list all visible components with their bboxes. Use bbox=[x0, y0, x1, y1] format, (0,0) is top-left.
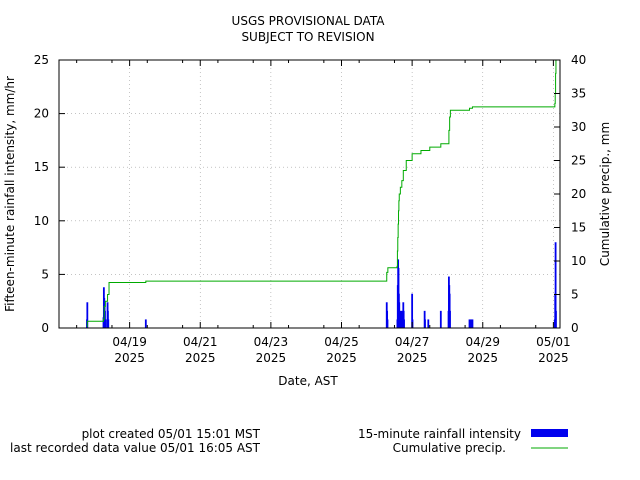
intensity-bar bbox=[555, 310, 557, 328]
intensity-bar bbox=[449, 310, 451, 328]
chart-subtitle: SUBJECT TO REVISION bbox=[241, 30, 374, 44]
x-tick-year: 2025 bbox=[538, 351, 569, 365]
y-tick-label: 20 bbox=[34, 107, 49, 121]
x-tick-label: 05/01 bbox=[536, 335, 571, 349]
x-tick-label: 04/29 bbox=[465, 335, 500, 349]
cumulative-precip-line bbox=[86, 59, 560, 328]
intensity-bar bbox=[104, 319, 107, 328]
legend: 15-minute rainfall intensity Cumulative … bbox=[358, 427, 568, 455]
legend-label-cumulative: Cumulative precip. bbox=[393, 441, 506, 455]
x-tick-year: 2025 bbox=[185, 351, 216, 365]
legend-swatch-intensity bbox=[531, 429, 568, 437]
y2-axis-label: Cumulative precip., mm bbox=[598, 122, 612, 266]
y2-tick-label: 20 bbox=[571, 187, 586, 201]
x-tick-label: 04/27 bbox=[395, 335, 430, 349]
intensity-bar bbox=[399, 319, 402, 328]
x-tick-year: 2025 bbox=[467, 351, 498, 365]
intensity-bar bbox=[411, 293, 414, 328]
intensity-bar bbox=[403, 319, 405, 328]
y-tick-label: 15 bbox=[34, 160, 49, 174]
x-tick-label: 04/25 bbox=[324, 335, 359, 349]
last-value-note: last recorded data value 05/01 16:05 AST bbox=[10, 441, 261, 455]
plot-created-note: plot created 05/01 15:01 MST bbox=[82, 427, 261, 441]
x-tick-label: 04/19 bbox=[112, 335, 147, 349]
y-tick-label: 0 bbox=[41, 321, 49, 335]
intensity-bar bbox=[554, 242, 557, 328]
y2-tick-label: 30 bbox=[571, 120, 586, 134]
intensity-bar bbox=[144, 319, 147, 328]
grid-lines bbox=[59, 60, 560, 328]
intensity-bar bbox=[427, 319, 430, 328]
intensity-bar bbox=[401, 319, 404, 328]
y2-tick-label: 35 bbox=[571, 87, 586, 101]
y2-tick-label: 0 bbox=[571, 321, 579, 335]
intensity-bar bbox=[107, 319, 110, 328]
intensity-bar bbox=[439, 310, 442, 328]
plot-frame bbox=[58, 59, 561, 329]
y2-tick-label: 5 bbox=[571, 288, 579, 302]
y-axis-label: Fifteen-minute rainfall intensity, mm/hr bbox=[3, 76, 17, 312]
intensity-bar bbox=[470, 319, 472, 328]
intensity-bars bbox=[86, 242, 557, 328]
axis-ticks: 0510152025051015202530354004/19202504/21… bbox=[34, 53, 587, 365]
y2-tick-label: 40 bbox=[571, 53, 586, 67]
legend-label-intensity: 15-minute rainfall intensity bbox=[358, 427, 521, 441]
intensity-bar bbox=[86, 302, 89, 328]
x-tick-year: 2025 bbox=[256, 351, 287, 365]
chart-title: USGS PROVISIONAL DATA bbox=[232, 14, 386, 28]
x-tick-year: 2025 bbox=[326, 351, 357, 365]
x-tick-year: 2025 bbox=[397, 351, 428, 365]
intensity-bar bbox=[424, 319, 426, 328]
x-tick-year: 2025 bbox=[114, 351, 145, 365]
x-axis-label: Date, AST bbox=[278, 374, 338, 388]
intensity-bar bbox=[398, 302, 401, 328]
y2-tick-label: 10 bbox=[571, 254, 586, 268]
intensity-bar bbox=[471, 319, 474, 328]
y2-tick-label: 25 bbox=[571, 154, 586, 168]
y-tick-label: 5 bbox=[41, 267, 49, 281]
x-tick-label: 04/21 bbox=[183, 335, 218, 349]
y2-tick-label: 15 bbox=[571, 221, 586, 235]
intensity-bar bbox=[386, 319, 389, 328]
intensity-bar bbox=[468, 319, 471, 328]
x-tick-label: 04/23 bbox=[254, 335, 289, 349]
y-tick-label: 25 bbox=[34, 53, 49, 67]
y-tick-label: 10 bbox=[34, 214, 49, 228]
